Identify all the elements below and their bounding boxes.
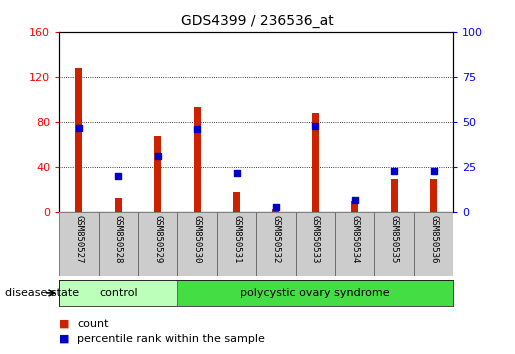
Point	[390, 168, 398, 174]
Point	[351, 197, 359, 202]
Bar	[390, 178, 398, 212]
Text: count: count	[77, 319, 109, 329]
Bar	[154, 136, 161, 212]
Point	[232, 170, 241, 176]
Text: ■: ■	[59, 319, 70, 329]
Bar	[99, 212, 138, 276]
Bar	[351, 201, 358, 212]
Text: ■: ■	[59, 334, 70, 344]
Point	[272, 204, 280, 210]
Text: GSM850532: GSM850532	[271, 215, 280, 263]
Bar	[217, 212, 256, 276]
Text: polycystic ovary syndrome: polycystic ovary syndrome	[241, 288, 390, 298]
Bar	[59, 212, 99, 276]
Point	[114, 173, 123, 179]
Text: control: control	[99, 288, 138, 298]
Text: disease state: disease state	[5, 288, 79, 298]
Text: GSM850531: GSM850531	[232, 215, 241, 263]
Point	[153, 154, 162, 159]
Text: GSM850529: GSM850529	[153, 215, 162, 263]
Bar	[272, 209, 280, 212]
Bar	[430, 178, 437, 212]
Bar	[312, 113, 319, 212]
Point	[75, 125, 83, 130]
Bar	[177, 212, 217, 276]
Bar	[256, 212, 296, 276]
Text: GSM850530: GSM850530	[193, 215, 201, 263]
Bar	[75, 68, 82, 212]
Bar	[59, 280, 177, 306]
Text: GSM850536: GSM850536	[429, 215, 438, 263]
Text: GSM850535: GSM850535	[390, 215, 399, 263]
Point	[193, 126, 201, 132]
Text: GSM850533: GSM850533	[311, 215, 320, 263]
Point	[311, 123, 319, 129]
Text: GSM850534: GSM850534	[350, 215, 359, 263]
Bar	[335, 212, 374, 276]
Bar	[374, 212, 414, 276]
Text: GSM850528: GSM850528	[114, 215, 123, 263]
Bar	[296, 212, 335, 276]
Bar	[414, 212, 453, 276]
Text: percentile rank within the sample: percentile rank within the sample	[77, 334, 265, 344]
Text: GSM850527: GSM850527	[75, 215, 83, 263]
Text: GDS4399 / 236536_at: GDS4399 / 236536_at	[181, 14, 334, 28]
Bar	[194, 108, 201, 212]
Point	[430, 168, 438, 174]
Bar	[233, 192, 240, 212]
Bar	[177, 280, 453, 306]
Bar	[115, 198, 122, 212]
Bar	[138, 212, 177, 276]
